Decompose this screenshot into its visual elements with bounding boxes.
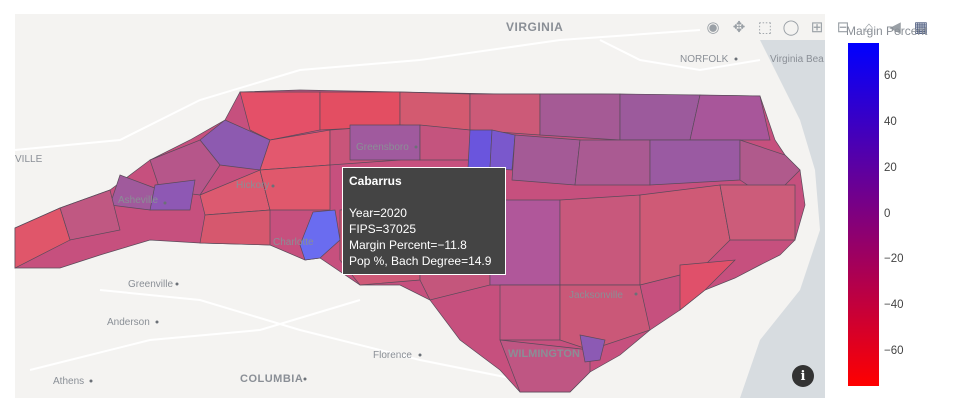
- county[interactable]: [579, 334, 606, 363]
- label-asheville: Asheville: [118, 195, 158, 206]
- zoom-in-icon[interactable]: ⊞: [810, 19, 824, 36]
- zoom-out-icon[interactable]: ⊟: [836, 19, 850, 36]
- county-cabarrus[interactable]: [299, 209, 341, 261]
- label-athens: Athens: [53, 376, 84, 387]
- box-select-icon[interactable]: ⬚: [757, 19, 773, 36]
- hover-tooltip: Cabarrus Year=2020 FIPS=37025 Margin Per…: [342, 167, 506, 275]
- reset-icon[interactable]: ◀: [889, 19, 901, 36]
- label-virginia-beach: Virginia Bea: [770, 54, 824, 65]
- label-charlotte: Charlotte: [273, 237, 314, 248]
- county[interactable]: [199, 209, 271, 246]
- county[interactable]: [559, 194, 641, 286]
- label-greenville: Greenville: [128, 279, 173, 290]
- label-wilmington: WILMINGTON: [508, 348, 580, 360]
- county[interactable]: [689, 94, 771, 141]
- info-icon[interactable]: i: [792, 365, 814, 387]
- hover-fips: FIPS=37025: [349, 222, 417, 236]
- colorbar-tick-label: 20: [884, 161, 897, 174]
- label-greensboro: Greensboro: [356, 142, 409, 153]
- county[interactable]: [489, 129, 516, 171]
- county[interactable]: [319, 91, 401, 131]
- county[interactable]: [499, 284, 561, 341]
- colorbar-tick-label: −20: [884, 253, 904, 266]
- county[interactable]: [149, 179, 196, 211]
- county[interactable]: [639, 184, 731, 286]
- county[interactable]: [511, 134, 581, 186]
- label-virginia: VIRGINIA: [506, 20, 563, 34]
- label-hickory: Hickory: [236, 180, 269, 191]
- county[interactable]: [259, 164, 331, 211]
- label-columbia: COLUMBIA: [240, 373, 303, 385]
- lasso-icon[interactable]: ◯: [782, 19, 800, 36]
- hover-pop: Pop %, Bach Degree=14.9: [349, 254, 492, 268]
- hover-county-name: Cabarrus: [349, 174, 402, 188]
- colorbar-tick-label: −60: [884, 344, 904, 357]
- colorbar-tick-label: 0: [884, 207, 891, 220]
- label-anderson: Anderson: [107, 317, 150, 328]
- county[interactable]: [419, 124, 471, 161]
- colorbar-tick-label: −40: [884, 298, 904, 311]
- colorbar: [848, 43, 879, 386]
- label-jacksonville: Jacksonville: [569, 290, 623, 301]
- county[interactable]: [574, 139, 651, 186]
- hover-year: Year=2020: [349, 206, 407, 220]
- county[interactable]: [499, 339, 591, 393]
- basemap-roads: [14, 29, 761, 381]
- county[interactable]: [719, 184, 796, 241]
- label-ville: VILLE: [15, 154, 43, 165]
- colorbar-tick-label: 60: [884, 70, 897, 83]
- home-icon[interactable]: ⌂: [864, 18, 874, 36]
- modebar: ◉ ✥ ⬚ ◯ ⊞ ⊟ ⌂ ◀ ▦: [700, 14, 934, 40]
- county[interactable]: [539, 93, 621, 141]
- county[interactable]: [619, 93, 701, 141]
- county[interactable]: [14, 207, 71, 269]
- plotly-logo-icon[interactable]: ▦: [913, 19, 929, 36]
- basemap-ocean: [740, 40, 825, 398]
- county[interactable]: [559, 284, 651, 351]
- colorbar-tick-label: 40: [884, 116, 897, 129]
- county[interactable]: [467, 129, 493, 169]
- camera-icon[interactable]: ◉: [706, 19, 720, 36]
- pan-icon[interactable]: ✥: [732, 19, 746, 36]
- hover-margin: Margin Percent=−11.8: [349, 238, 467, 252]
- county[interactable]: [399, 91, 471, 131]
- colorbar-title: Margin Percent: [846, 24, 928, 38]
- county[interactable]: [649, 139, 741, 186]
- county[interactable]: [679, 259, 736, 311]
- label-florence: Florence: [373, 350, 412, 361]
- county[interactable]: [199, 119, 271, 171]
- county[interactable]: [239, 91, 321, 141]
- place-labels: VIRGINIA NORFOLK Virginia Bea VILLE Gree…: [15, 20, 824, 387]
- county[interactable]: [469, 93, 541, 136]
- label-norfolk: NORFOLK: [680, 54, 729, 65]
